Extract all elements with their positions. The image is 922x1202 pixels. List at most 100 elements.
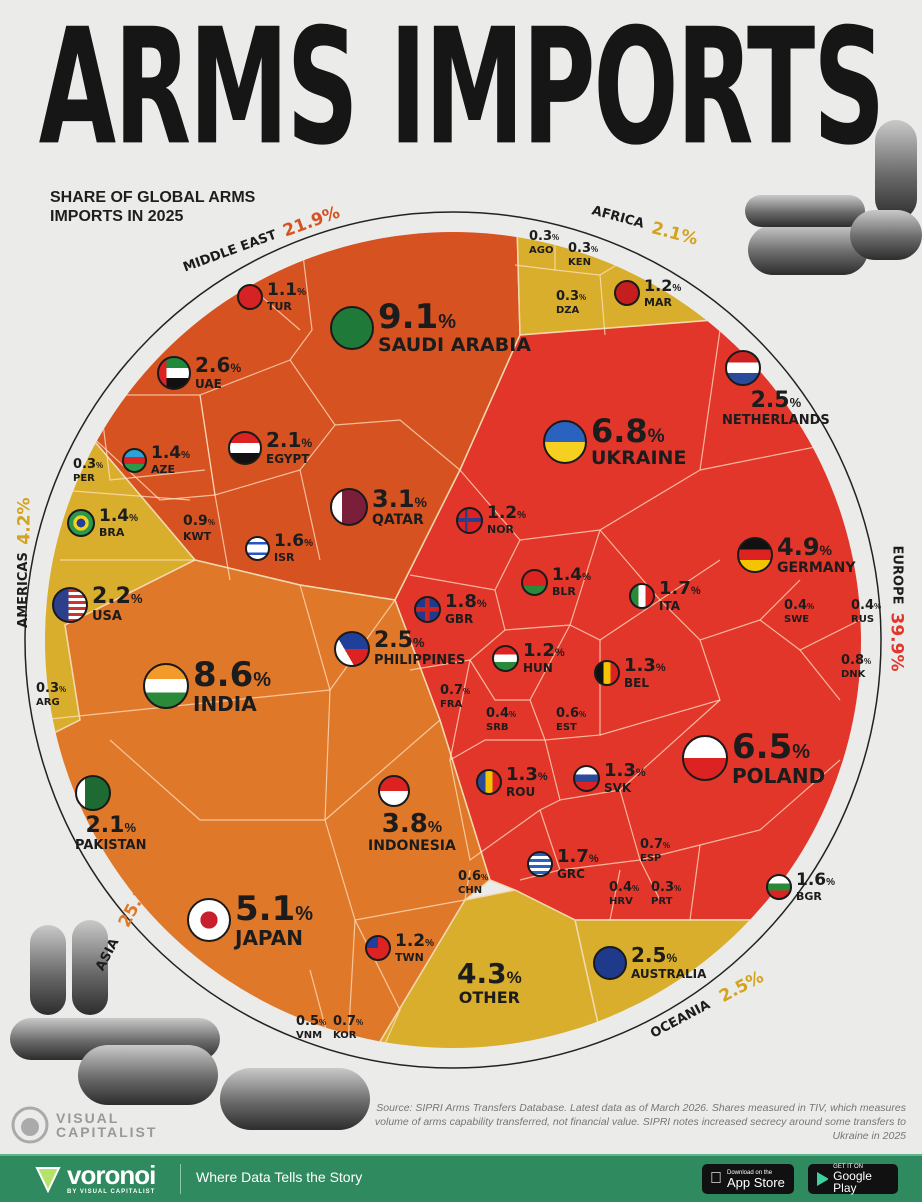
- cell-name: PER: [73, 473, 95, 484]
- cell-label-pak: 2.1% PAKISTAN: [75, 813, 146, 853]
- cell-label-bel: 1.3% BEL: [594, 657, 666, 689]
- flag-nld-icon: [725, 350, 761, 386]
- percent-sign: %: [690, 585, 701, 597]
- cell-name: ITA: [659, 599, 681, 613]
- region-label-americas: AMERICAS: [15, 552, 31, 628]
- percent-sign: %: [674, 884, 682, 893]
- cell-value: 0.3: [36, 681, 60, 696]
- bullet-decoration: [745, 195, 865, 227]
- cell-name: BEL: [624, 676, 649, 690]
- cell-label-sau: 9.1% SAUDI ARABIA: [330, 300, 531, 355]
- cell-border: [514, 264, 556, 271]
- cell-label-bra: 1.4% BRA: [67, 508, 138, 538]
- cell-label-kwt: 0.9% KWT: [183, 513, 215, 542]
- percent-sign: %: [807, 602, 815, 611]
- cell-value: 3.1: [372, 485, 415, 513]
- flag-bra-icon: [67, 509, 95, 537]
- cell-value: 2.5: [750, 388, 790, 413]
- cell-label-dza: 0.3% DZA: [556, 288, 586, 316]
- vc-logo-text: VISUAL: [56, 1110, 120, 1126]
- cell-label-nld: 2.5% NETHERLANDS: [722, 388, 830, 428]
- voronoi-wordmark: voronoi: [67, 1160, 156, 1190]
- flag-aus-icon: [593, 945, 627, 980]
- cell-name: SWE: [784, 614, 810, 625]
- cell-label-srb: 0.4% SRB: [486, 705, 516, 733]
- cell-value: 0.4: [486, 706, 510, 721]
- google-play-button[interactable]: GET IT ON Google Play: [808, 1164, 898, 1194]
- cell-border: [449, 659, 545, 762]
- cell-value: 1.3: [624, 655, 656, 676]
- cell-label-ken: 0.3% KEN: [568, 240, 598, 268]
- cell-label-idn: 3.8% INDONESIA: [368, 811, 456, 853]
- tagline: Where Data Tells the Story: [196, 1169, 363, 1185]
- cell-name: FRA: [440, 699, 463, 710]
- cell-label-bgr: 1.6% BGR: [766, 872, 835, 902]
- cell-label-mar: 1.2% MAR: [614, 278, 681, 308]
- flag-sau-icon: [330, 305, 374, 350]
- cell-value: 2.1: [85, 813, 125, 838]
- cell-value: 2.1: [266, 428, 302, 452]
- cell-label-twn: 1.2% TWN: [365, 933, 434, 963]
- cell-name: GRC: [557, 867, 585, 881]
- cell-label-uae: 2.6% UAE: [157, 355, 241, 390]
- cell-name: BLR: [552, 585, 576, 598]
- cell-label-chn: 0.6% CHN: [458, 868, 488, 896]
- percent-sign: %: [253, 669, 272, 691]
- voronoi-logo[interactable]: voronoi BY VISUAL CAPITALIST: [35, 1160, 156, 1195]
- percent-sign: %: [207, 518, 215, 527]
- percent-sign: %: [579, 710, 587, 719]
- percent-sign: %: [632, 884, 640, 893]
- cell-name: ISR: [274, 551, 295, 564]
- cell-label-tur: 1.1% TUR: [237, 282, 306, 312]
- cell-name: DNK: [841, 669, 866, 680]
- cell-value: 1.4: [151, 443, 182, 463]
- percent-sign: %: [663, 841, 671, 850]
- cell-value: 2.5: [631, 943, 667, 967]
- bullet-decoration: [875, 120, 917, 220]
- flag-phl-icon: [334, 630, 370, 667]
- cell-name: GERMANY: [777, 560, 856, 576]
- cell-value: 0.6: [458, 869, 482, 884]
- percent-sign: %: [506, 968, 522, 987]
- cell-name: TWN: [395, 951, 424, 964]
- cell-border: [469, 624, 571, 701]
- percent-sign: %: [537, 771, 548, 783]
- cell-border: [639, 759, 841, 861]
- cell-label-gbr: 1.8% GBR: [414, 593, 487, 625]
- percent-sign: %: [481, 873, 489, 882]
- flag-jpn-icon: [187, 898, 231, 942]
- cell-name: UKRAINE: [591, 447, 687, 469]
- region-value-americas: 4.2%: [14, 496, 35, 545]
- cell-label-nor: 1.2% NOR: [456, 505, 526, 535]
- cell-value: 0.4: [609, 880, 633, 895]
- percent-sign: %: [425, 938, 435, 949]
- google-play-small: GET IT ON: [833, 1164, 863, 1170]
- cell-value: 4.9: [777, 533, 820, 561]
- flag-rou-icon: [476, 769, 502, 795]
- cell-border: [299, 469, 321, 561]
- region-africa: [514, 232, 861, 336]
- flag-hun-icon: [492, 644, 519, 672]
- percent-sign: %: [666, 951, 678, 965]
- cell-border: [324, 719, 441, 821]
- source-note: Source: SIPRI Arms Transfers Database. L…: [374, 1102, 906, 1142]
- percent-sign: %: [304, 538, 314, 549]
- cell-value: 0.7: [333, 1014, 357, 1029]
- cell-name: SRB: [486, 722, 509, 733]
- cell-name: UAE: [195, 377, 222, 391]
- cell-label-deu: 4.9% GERMANY: [737, 535, 855, 575]
- percent-sign: %: [295, 903, 314, 925]
- cell-name: BGR: [796, 890, 822, 903]
- cell-border: [109, 689, 331, 821]
- cell-label-rou: 1.3% ROU: [476, 766, 548, 798]
- bullet-decoration: [748, 225, 868, 275]
- percent-sign: %: [181, 450, 191, 461]
- cell-value: 5.1: [235, 889, 296, 929]
- percent-sign: %: [582, 572, 592, 583]
- cell-label-ukr: 6.8% UKRAINE: [543, 415, 686, 468]
- cell-value: 0.8: [841, 653, 865, 668]
- cell-value: 1.6: [274, 531, 305, 551]
- percent-sign: %: [819, 542, 832, 558]
- cell-border: [59, 489, 191, 501]
